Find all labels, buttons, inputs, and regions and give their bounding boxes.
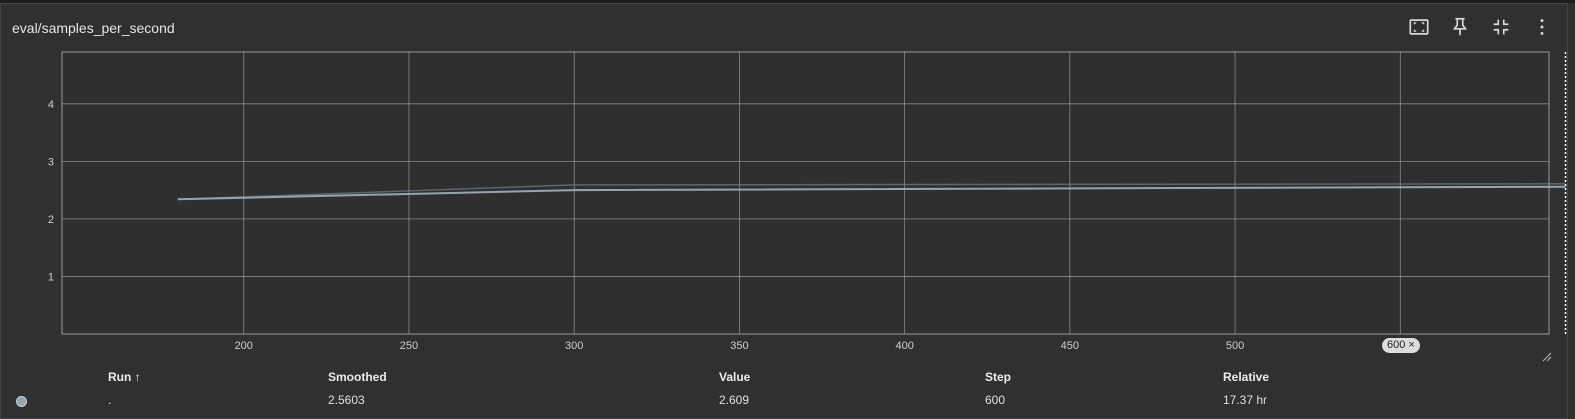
step-cursor-close-icon[interactable]: ×	[1408, 339, 1415, 351]
more-vert-icon[interactable]	[1531, 15, 1553, 39]
pin-icon[interactable]	[1449, 15, 1471, 39]
y-tick-label: 3	[48, 156, 54, 168]
resize-handle-icon[interactable]	[1542, 352, 1552, 362]
header-step[interactable]: Step	[985, 370, 1012, 384]
smoothed-series-line	[177, 185, 1566, 201]
collapse-icon[interactable]	[1490, 15, 1512, 39]
cell-step: 600	[985, 393, 1006, 407]
cell-run: .	[108, 393, 112, 407]
x-tick-label: 500	[1226, 340, 1244, 352]
x-tick-label: 200	[235, 340, 253, 352]
header-relative[interactable]: Relative	[1223, 370, 1270, 384]
cell-smoothed: 2.5603	[328, 393, 365, 407]
x-tick-label: 400	[895, 340, 913, 352]
top-border	[0, 0, 1575, 3]
card-toolbar	[1408, 15, 1553, 39]
raw-series-line	[177, 183, 1566, 201]
y-tick-label: 2	[48, 214, 54, 226]
header-smoothed[interactable]: Smoothed	[328, 370, 387, 384]
y-tick-label: 1	[48, 271, 54, 283]
x-tick-label: 250	[400, 340, 418, 352]
fit-to-data-icon[interactable]	[1408, 15, 1430, 39]
cell-value: 2.609	[719, 393, 750, 407]
step-cursor-label: 600	[1387, 339, 1406, 351]
header-value[interactable]: Value	[719, 370, 751, 384]
y-tick-label: 4	[48, 99, 54, 111]
step-cursor-pill[interactable]: 600 ×	[1382, 338, 1420, 353]
run-color-dot	[16, 396, 27, 407]
x-tick-label: 300	[565, 340, 583, 352]
x-tick-label: 350	[730, 340, 748, 352]
plot-area	[61, 51, 1550, 335]
header-run[interactable]: Run ↑	[108, 370, 141, 384]
card-title: eval/samples_per_second	[12, 20, 175, 36]
cell-relative: 17.37 hr	[1223, 393, 1268, 407]
x-tick-label: 450	[1061, 340, 1079, 352]
